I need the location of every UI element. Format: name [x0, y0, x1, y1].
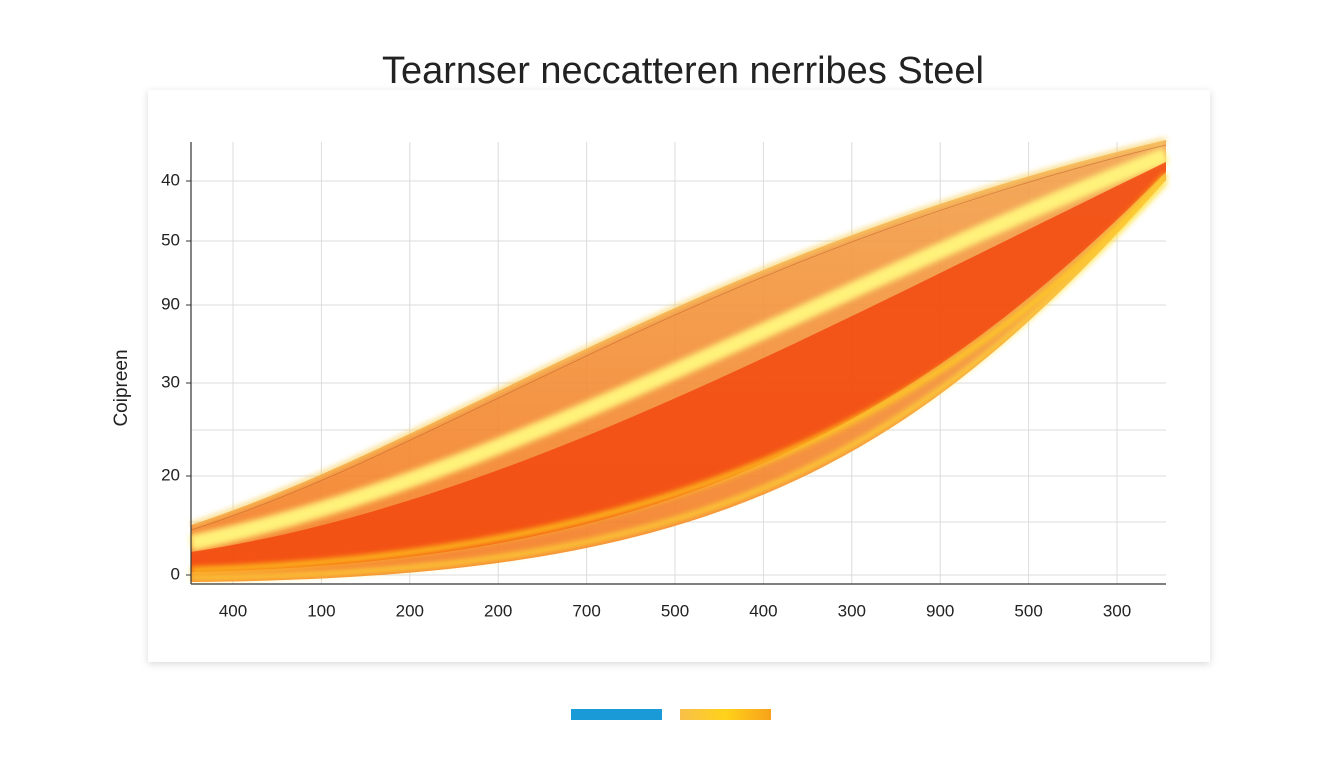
- x-tick-label: 500: [661, 601, 689, 620]
- x-tick-label: 100: [307, 601, 335, 620]
- bands: [189, 138, 1169, 582]
- x-tick-label: 300: [838, 601, 866, 620]
- y-tick-label: 0: [171, 564, 180, 583]
- band-edge: [190, 138, 1167, 527]
- legend-swatch: [571, 709, 662, 720]
- yellow-line: [190, 180, 1168, 580]
- x-tick-label: 400: [749, 601, 777, 620]
- x-tick-label: 500: [1014, 601, 1042, 620]
- y-tick-label: 50: [161, 230, 180, 249]
- center-line: [190, 144, 1167, 531]
- x-tick-label: 400: [219, 601, 247, 620]
- yellow-band: [189, 147, 1169, 551]
- x-tick-label: 200: [396, 601, 424, 620]
- y-tick-label: 20: [161, 465, 180, 484]
- y-tick-label: 40: [161, 170, 180, 189]
- red-band: [191, 162, 1166, 572]
- chart-title: Tearnser neccatteren nerribes Steel: [382, 50, 984, 92]
- x-tick-label: 900: [926, 601, 954, 620]
- y-tick-label: 30: [161, 372, 180, 391]
- x-tick-label: 700: [572, 601, 600, 620]
- yellow-line: [190, 173, 1168, 573]
- y-axis-label: Coipreen: [111, 349, 132, 426]
- y-tick-label: 90: [161, 294, 180, 313]
- x-tick-label: 200: [484, 601, 512, 620]
- x-tick-label: 300: [1103, 601, 1131, 620]
- legend-swatch: [680, 709, 771, 720]
